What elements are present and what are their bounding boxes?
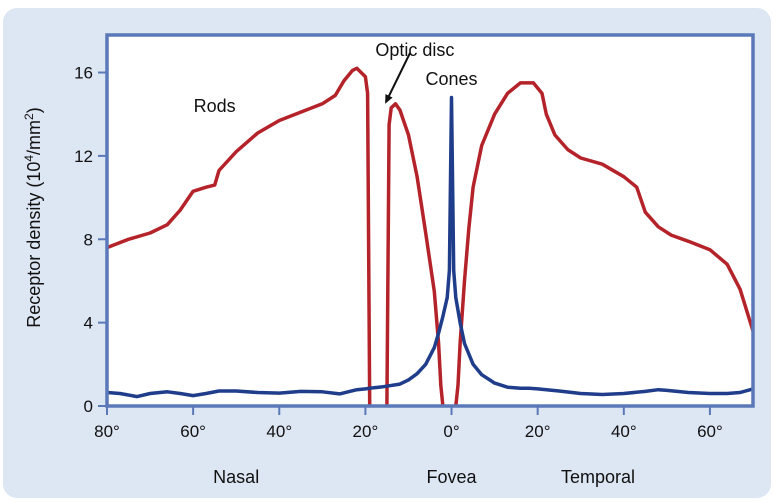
y-axis-label-prefix: Receptor density (10 [24, 162, 44, 328]
x-tick-label: 20° [353, 422, 379, 441]
annotation-cones: Cones [426, 69, 478, 89]
y-tick-label: 8 [84, 230, 93, 249]
x-tick-label: 20° [525, 422, 551, 441]
y-axis-label-exp2: 2 [22, 113, 36, 120]
y-tick-label: 0 [84, 397, 93, 416]
rods-curve [107, 66, 372, 406]
receptor-density-chart: 80° 60° 40° 20° 0° 20° 40° 60° 0 4 8 12 16 Nasal Fovea… [22, 33, 755, 487]
rods-curve [385, 102, 445, 406]
y-axis-label: Receptor density (104/mm2) [22, 107, 44, 327]
y-axis-label-exp1: 4 [22, 155, 36, 162]
rods-curve [454, 81, 753, 406]
figure-panel: 80° 60° 40° 20° 0° 20° 40° 60° 0 4 8 12 16 Nasal Fovea… [3, 8, 771, 498]
region-label-fovea: Fovea [427, 467, 478, 487]
x-tick-label: 40° [266, 422, 292, 441]
x-tick-label: 40° [611, 422, 637, 441]
cones-curve [107, 95, 753, 399]
plot-area [107, 35, 753, 406]
y-tick-label: 16 [74, 64, 93, 83]
annotation-optic-disc: Optic disc [375, 40, 454, 60]
region-label-nasal: Nasal [213, 467, 259, 487]
optic-disc-arrow [385, 52, 411, 104]
x-tick-label: 0° [443, 422, 459, 441]
y-tick-label: 12 [74, 147, 93, 166]
x-tick-label: 80° [94, 422, 120, 441]
x-tick-label: 60° [697, 422, 723, 441]
y-axis-label-suffix: ) [24, 107, 44, 113]
x-tick-label: 60° [180, 422, 206, 441]
y-tick-label: 4 [84, 314, 93, 333]
region-label-temporal: Temporal [561, 467, 635, 487]
y-axis-label-middle: /mm [24, 120, 44, 155]
plot-frame [105, 33, 755, 408]
annotation-rods: Rods [194, 96, 236, 116]
